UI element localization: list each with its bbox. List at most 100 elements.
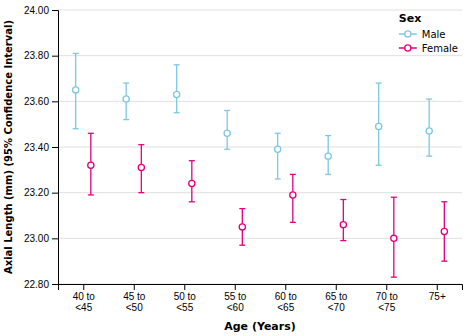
y-tick-mark — [52, 101, 58, 102]
y-tick: 23.40 — [24, 142, 58, 153]
x-tick-label: 55 to<60 — [224, 291, 247, 313]
x-tick-label: 40 to<45 — [73, 291, 96, 313]
legend-title: Sex — [399, 12, 421, 25]
y-tick-mark — [52, 147, 58, 148]
error-cap-upper — [325, 135, 331, 136]
error-cap-lower — [441, 261, 447, 262]
error-cap-lower — [224, 149, 230, 150]
y-tick-label: 23.60 — [24, 96, 49, 107]
error-cap-lower — [275, 178, 281, 179]
grid-line — [58, 101, 462, 102]
error-cap-upper — [174, 64, 180, 65]
point — [88, 162, 94, 168]
error-bar-upper — [429, 99, 430, 131]
error-cap-upper — [391, 197, 397, 198]
error-cap-lower — [391, 276, 397, 277]
x-tick-label: 65 to<70 — [325, 291, 348, 313]
grid-line — [58, 147, 462, 148]
point — [340, 222, 346, 228]
series — [88, 133, 448, 277]
error-cap-lower — [325, 174, 331, 175]
x-tick-mark — [285, 284, 286, 290]
point — [174, 91, 180, 97]
x-tick-mark — [235, 284, 236, 290]
x-axis: 40 to<45 45 to<50 50 to<55 55 to<60 60 to<65… — [59, 284, 463, 313]
y-tick-label: 23.00 — [24, 233, 49, 244]
error-bar-upper — [176, 65, 177, 95]
error-cap-lower — [88, 194, 94, 195]
y-tick: 23.00 — [24, 233, 58, 244]
x-tick: 55 to<60 — [224, 284, 247, 313]
y-tick-mark — [52, 238, 58, 239]
error-cap-upper — [88, 133, 94, 134]
error-cap-lower — [376, 165, 382, 166]
error-bar-lower — [90, 165, 91, 195]
error-cap-lower — [239, 245, 245, 246]
error-bar-upper — [75, 53, 76, 90]
x-tick: 45 to<50 — [123, 284, 146, 313]
point — [224, 130, 230, 136]
legend-swatch-marker — [405, 45, 411, 51]
error-cap-upper — [340, 199, 346, 200]
point — [426, 128, 432, 134]
error-cap-upper — [275, 133, 281, 134]
error-bar-lower — [378, 126, 379, 165]
legend-label: Male — [422, 29, 446, 40]
error-bar-upper — [444, 202, 445, 232]
x-tick-mark — [336, 284, 337, 290]
x-tick: 40 to<45 — [73, 284, 96, 313]
point — [123, 96, 129, 102]
error-bar-lower — [292, 195, 293, 222]
y-axis: 22.80 23.00 23.20 23.40 23.60 23.80 24.00 — [24, 5, 59, 290]
y-tick-label: 23.20 — [24, 187, 49, 198]
point — [441, 228, 447, 234]
y-tick-label: 22.80 — [24, 279, 49, 290]
error-cap-upper — [138, 144, 144, 145]
point — [325, 153, 331, 159]
error-cap-lower — [174, 112, 180, 113]
error-bar-lower — [444, 231, 445, 261]
x-tick: 70 to<75 — [376, 284, 399, 313]
y-tick-label: 24.00 — [24, 5, 49, 16]
y-tick-label: 23.40 — [24, 142, 49, 153]
error-bar-lower — [277, 149, 278, 179]
error-bar-upper — [343, 200, 344, 225]
y-tick: 22.80 — [24, 279, 58, 290]
grid-line — [58, 192, 462, 193]
y-tick-mark — [52, 10, 58, 11]
x-tick-label: 45 to<50 — [123, 291, 146, 313]
x-tick: 50 to<55 — [174, 284, 197, 313]
error-cap-lower — [189, 201, 195, 202]
error-bar-lower — [75, 90, 76, 129]
x-tick: 75+ — [429, 284, 446, 302]
error-cap-lower — [426, 155, 432, 156]
error-cap-upper — [441, 201, 447, 202]
y-tick-label: 23.80 — [24, 50, 49, 61]
y-tick-mark — [52, 284, 58, 285]
point — [138, 164, 144, 170]
point — [189, 180, 195, 186]
point — [73, 87, 79, 93]
x-axis-title: Age (Years) — [224, 320, 296, 333]
error-bar-upper — [378, 83, 379, 126]
error-cap-lower — [123, 119, 129, 120]
x-tick-label: 60 to<65 — [275, 291, 298, 313]
legend-swatch-marker — [405, 31, 411, 37]
error-bar-upper — [393, 197, 394, 238]
y-axis-title: Axial Length (mm) (95% Confidence Interv… — [3, 20, 14, 274]
x-tick-mark — [134, 284, 135, 290]
y-tick-mark — [52, 193, 58, 194]
point — [275, 146, 281, 152]
y-tick: 23.60 — [24, 96, 58, 107]
chart: 22.80 23.00 23.20 23.40 23.60 23.80 24.00 40 to… — [0, 0, 474, 336]
plot: 22.80 23.00 23.20 23.40 23.60 23.80 24.00 40 to… — [24, 5, 463, 313]
legend-item: Female — [399, 43, 458, 54]
x-tick-label: 75+ — [429, 291, 446, 302]
point — [376, 123, 382, 129]
x-axis-line — [59, 285, 463, 291]
x-tick-mark — [437, 284, 438, 290]
error-bar-upper — [90, 133, 91, 165]
y-tick: 23.20 — [24, 187, 58, 198]
error-cap-upper — [376, 82, 382, 83]
error-cap-upper — [189, 160, 195, 161]
